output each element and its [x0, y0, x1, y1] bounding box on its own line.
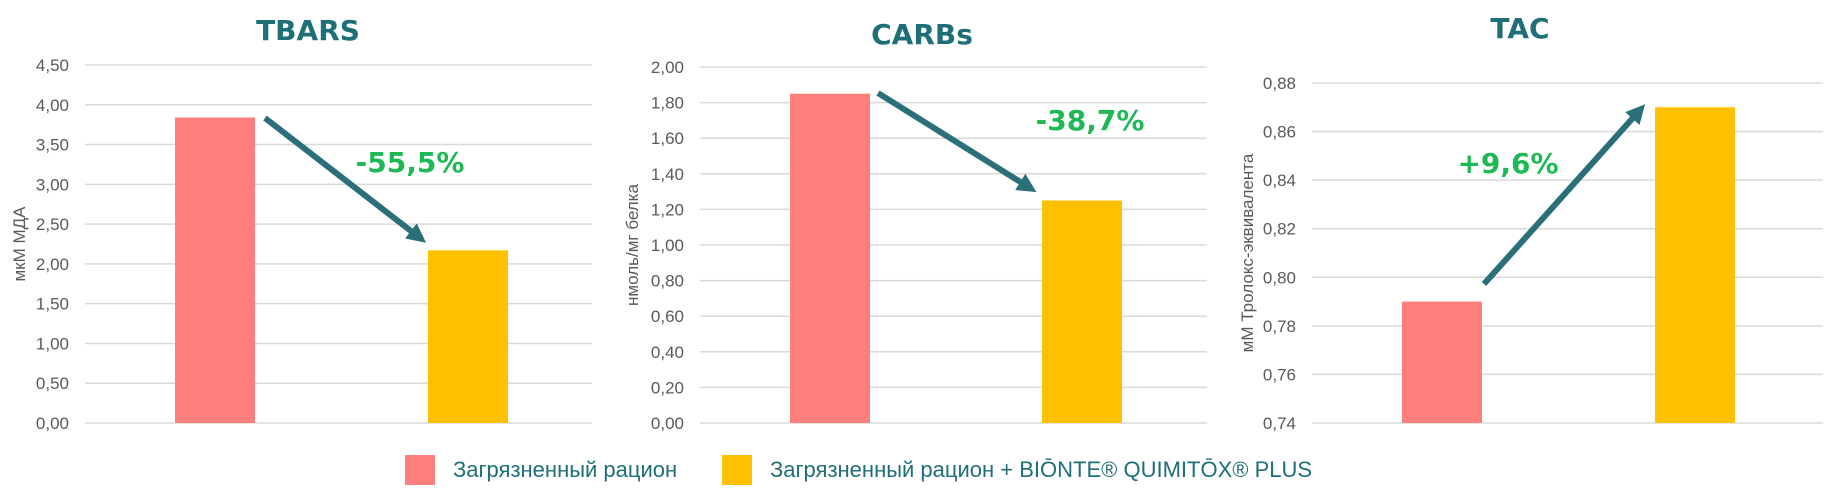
chart-title: CARBs — [871, 18, 973, 51]
y-tick-label: 0,50 — [36, 374, 69, 393]
y-axis-label: мкМ МДА — [10, 206, 29, 282]
y-tick-label: 2,00 — [36, 255, 69, 274]
percent-change-label: +9,6% — [1457, 147, 1558, 180]
percent-change-label: -38,7% — [1036, 104, 1145, 137]
chart-title: TAC — [1490, 12, 1549, 45]
percent-change-label: -55,5% — [356, 146, 465, 179]
y-tick-label: 0,40 — [651, 343, 684, 362]
y-tick-label: 4,50 — [36, 56, 69, 75]
y-tick-label: 0,78 — [1263, 317, 1296, 336]
legend-swatch-contaminated-plus — [722, 455, 752, 485]
y-tick-label: 2,50 — [36, 215, 69, 234]
y-tick-label: 1,40 — [651, 165, 684, 184]
chart-carbs: CARBs 0,00 0,20 0,40 0,60 0,80 1,00 1,20 1,40 1,6… — [623, 18, 1207, 433]
y-tick-label: 0,86 — [1263, 123, 1296, 142]
y-tick-label: 0,00 — [651, 414, 684, 433]
trend-arrow — [876, 90, 1037, 193]
legend: Загрязненный рацион Загрязненный рацион … — [0, 455, 1828, 495]
bar-contaminated-plus — [428, 250, 508, 423]
legend-label-contaminated-plus: Загрязненный рацион + BIŌNTE® QUIMITŌX® … — [770, 457, 1313, 482]
legend-item-contaminated: Загрязненный рацион — [405, 455, 677, 485]
y-tick-label: 1,80 — [651, 94, 684, 113]
trend-arrow — [1481, 104, 1646, 287]
bar-contaminated-plus — [1042, 200, 1122, 423]
y-tick-label: 1,60 — [651, 129, 684, 148]
y-tick-label: 0,80 — [651, 272, 684, 291]
y-tick-label: 0,74 — [1263, 414, 1296, 433]
legend-swatch-contaminated — [405, 455, 435, 485]
bar-contaminated — [175, 117, 255, 424]
y-tick-label: 1,00 — [36, 334, 69, 353]
y-axis-label: мМ Тролокс-эквивалента — [1238, 153, 1257, 352]
y-tick-label: 1,00 — [651, 236, 684, 255]
y-axis-label: нмоль/мг белка — [623, 184, 642, 306]
bar-contaminated — [790, 93, 870, 423]
y-tick-label: 3,00 — [36, 175, 69, 194]
bar-contaminated — [1402, 301, 1482, 423]
y-tick-label: 3,50 — [36, 136, 69, 155]
y-tick-label: 0,80 — [1263, 268, 1296, 287]
y-tick-label: 1,50 — [36, 295, 69, 314]
y-tick-label: 0,88 — [1263, 74, 1296, 93]
y-tick-label: 0,76 — [1263, 365, 1296, 384]
bar-contaminated-plus — [1655, 107, 1735, 424]
chart-tac: TAC 0,74 0,76 0,78 0,80 0,82 0,84 0,86 0,88 мМ Тр… — [1238, 12, 1823, 433]
legend-item-contaminated-plus: Загрязненный рацион + BIŌNTE® QUIMITŌX® … — [722, 455, 1312, 485]
y-tick-label: 0,82 — [1263, 220, 1296, 239]
y-tick-label: 1,20 — [651, 200, 684, 219]
y-tick-label: 2,00 — [651, 58, 684, 77]
y-tick-label: 0,84 — [1263, 171, 1296, 190]
legend-label-contaminated: Загрязненный рацион — [453, 457, 678, 482]
y-tick-label: 0,20 — [651, 378, 684, 397]
y-tick-label: 0,60 — [651, 307, 684, 326]
trend-arrow — [263, 115, 427, 243]
chart-tbars: TBARS 0,00 0,50 1,00 1,50 2,00 2,50 3,00 3,50 4,0… — [10, 14, 592, 433]
y-tick-label: 4,00 — [36, 96, 69, 115]
chart-title: TBARS — [256, 14, 360, 47]
y-tick-label: 0,00 — [36, 414, 69, 433]
